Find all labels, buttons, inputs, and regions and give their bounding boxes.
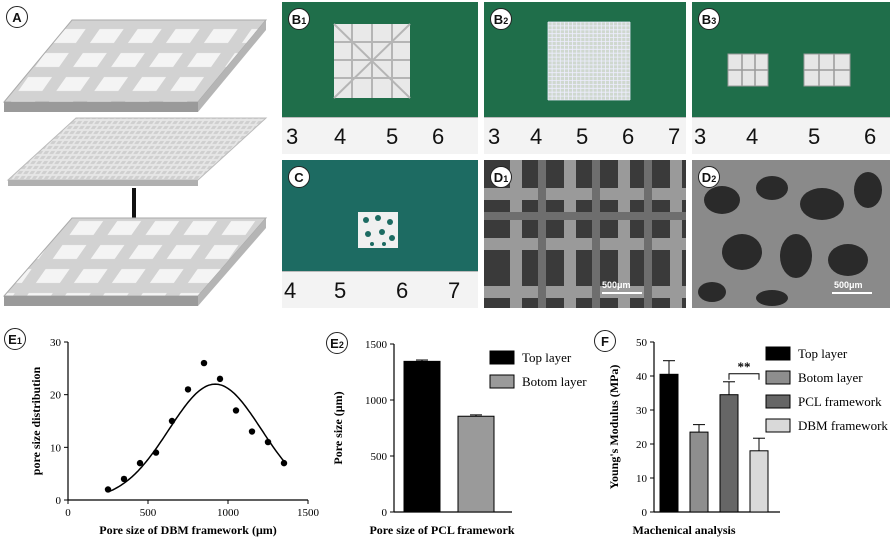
panel-e1: E1 0 500 1000 1500 0 10 20 30 Pore size of DBM f…	[0, 322, 320, 542]
y-tick-label: 10	[50, 442, 62, 454]
y-tick-label: 30	[636, 405, 648, 417]
legend-label: Top layer	[798, 346, 848, 361]
y-tick-label: 1000	[365, 395, 388, 407]
bar	[689, 431, 709, 513]
bottom-layer	[2, 217, 268, 297]
fit-curve	[107, 383, 285, 493]
x-tick-label: 1500	[297, 507, 320, 519]
x-axis-title: Pore size of PCL framework	[369, 523, 514, 537]
significance-bracket	[728, 373, 760, 380]
legend-label: DBM framework	[798, 418, 888, 433]
panel-e2: E2 0 500 1000 1500 Top layer Botom layer Pore …	[322, 322, 592, 542]
data-point	[120, 475, 128, 483]
data-point	[264, 438, 272, 446]
legend-swatch	[765, 418, 791, 433]
legend-label: PCL framework	[798, 394, 882, 409]
y-axis-title: pore size distribution	[29, 366, 43, 475]
label-d2: D2	[698, 166, 720, 188]
chart-e1: 0 500 1000 1500 0 10 20 30 Pore size of DBM fram…	[29, 337, 320, 537]
data-point	[232, 407, 240, 414]
chart-e2: 0 500 1000 1500 Top layer Botom layer Pore siz…	[331, 339, 587, 537]
significance-label: **	[738, 359, 751, 374]
chart-f: 0 10 20 30 40 50 Top layer Botom layer PCL frame…	[607, 337, 888, 537]
bar	[403, 360, 441, 513]
label-b3: B3	[698, 8, 720, 30]
data-point	[104, 486, 112, 493]
legend-swatch	[489, 374, 515, 389]
legend-swatch	[489, 350, 515, 365]
y-axis-title: Young's Modulus (MPa)	[607, 365, 621, 490]
label-c: C	[288, 166, 310, 188]
legend-label: Top layer	[522, 350, 572, 365]
legend-swatch	[765, 346, 791, 361]
y-tick-label: 0	[642, 507, 648, 519]
legend-label: Botom layer	[522, 374, 587, 389]
data-point	[280, 459, 288, 467]
label-f: F	[594, 330, 616, 352]
data-point	[136, 459, 144, 467]
scalebar-d1: 500μm	[602, 280, 631, 290]
x-axis-title: Machenical analysis	[632, 523, 735, 537]
x-tick-label: 500	[140, 507, 157, 519]
scalebar-d2: 500μm	[834, 280, 863, 290]
legend-label: Botom layer	[798, 370, 863, 385]
data-point	[184, 386, 192, 393]
x-tick-label: 1000	[217, 507, 240, 519]
y-tick-label: 20	[50, 390, 62, 402]
sem-d1: 500μm D1	[484, 160, 686, 308]
legend-swatch	[765, 370, 791, 385]
bar	[749, 450, 769, 513]
y-tick-label: 40	[636, 371, 648, 383]
y-tick-label: 1500	[365, 339, 388, 351]
y-tick-label: 20	[636, 439, 648, 451]
sem-d2: 500μm D2	[692, 160, 890, 308]
y-tick-label: 30	[50, 337, 62, 349]
bar	[457, 415, 495, 513]
data-point	[152, 449, 160, 456]
y-axis-title: Pore size (μm)	[331, 391, 345, 464]
label-e2: E2	[326, 332, 348, 354]
data-point	[168, 417, 176, 425]
x-tick-label: 0	[65, 507, 71, 519]
top-layer	[2, 19, 268, 103]
data-point	[200, 359, 208, 367]
data-point	[216, 375, 224, 383]
data-point	[248, 428, 256, 435]
middle-layer	[6, 117, 268, 181]
panel-a: A	[0, 0, 280, 310]
bar	[659, 373, 679, 513]
label-e1: E1	[4, 328, 26, 350]
bar	[719, 394, 739, 513]
label-a: A	[6, 6, 28, 28]
y-tick-label: 500	[371, 451, 388, 463]
y-tick-label: 0	[56, 495, 62, 507]
x-axis-title: Pore size of DBM framework (μm)	[99, 523, 277, 537]
scaffold-illustration	[2, 19, 268, 306]
label-b2: B2	[490, 8, 512, 30]
panel-f: F 0 10 20 30 40 50 Top layer Botom layer PCL fra…	[594, 322, 892, 542]
y-tick-label: 10	[636, 473, 648, 485]
y-tick-label: 0	[382, 507, 388, 519]
y-tick-label: 50	[636, 337, 648, 349]
label-d1: D1	[490, 166, 512, 188]
legend-swatch	[765, 394, 791, 409]
label-b1: B1	[288, 8, 310, 30]
